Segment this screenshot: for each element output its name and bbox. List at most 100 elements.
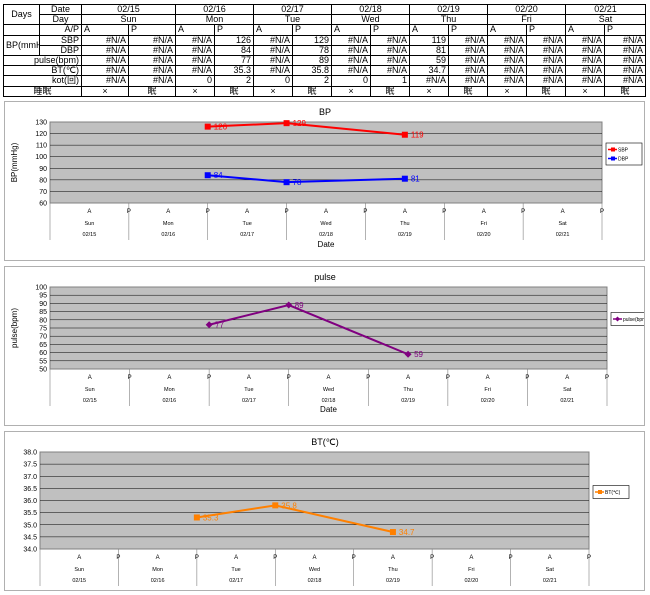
date-cell: 02/21 [565,3,646,16]
x-tick-pm: P [363,209,367,215]
data-point [283,120,290,127]
x-tick-am: A [166,209,170,215]
x-tick-day: Sun [85,221,95,227]
y-tick-label: 36.5 [23,486,37,493]
sleep-cell: × [253,85,293,97]
x-tick-date: 02/16 [162,398,176,404]
x-tick-am: A [391,555,395,561]
x-tick-day: Sun [74,567,84,573]
sleep-cell: × [409,85,449,97]
pulse-cell: #N/A [253,54,293,67]
am-cell: A [487,24,527,36]
x-tick-am: A [245,209,249,215]
y-tick-label: 60 [39,201,47,208]
x-tick-day: Thu [388,567,397,573]
x-tick-date: 02/19 [401,398,415,404]
dbp-cell: #N/A [448,44,488,56]
day-cell: Thu [409,14,488,26]
data-label: 59 [414,350,423,359]
x-tick-am: A [548,555,552,561]
x-tick-am: A [469,555,473,561]
day-cell: Wed [331,14,410,26]
pulse-cell: #N/A [81,54,129,67]
y-tick-label: 130 [35,120,47,127]
x-tick-date: 02/18 [322,398,336,404]
x-tick-pm: P [430,555,434,561]
bt-cell: 35.8 [292,65,332,77]
kot-cell: 2 [214,75,254,87]
sleep-cell: × [81,85,129,97]
sleep-cell: × [175,85,215,97]
y-tick-label: 75 [39,326,47,333]
sbp-cell: #N/A [526,34,566,46]
x-tick-am: A [324,209,328,215]
x-tick-date: 02/21 [560,398,574,404]
sbp-cell: #N/A [604,34,646,46]
x-tick-date: 02/18 [319,232,333,238]
date-row-label: Date [39,3,82,16]
bt-cell: #N/A [370,65,410,77]
x-tick-pm: P [600,209,604,215]
data-label: 126 [214,123,228,132]
bt-cell: #N/A [81,65,129,77]
kot-cell: 0 [253,75,293,87]
y-tick-label: 85 [39,309,47,316]
day-cell: Fri [487,14,566,26]
x-tick-day: Sat [546,567,555,573]
x-tick-date: 02/21 [556,232,570,238]
bt-cell: #N/A [565,65,605,77]
am-cell: A [81,24,129,36]
kot-cell: 1 [370,75,410,87]
pulse-cell: #N/A [604,54,646,67]
x-tick-day: Sat [563,387,572,393]
x-tick-date: 02/15 [72,578,86,584]
sbp-cell: 129 [292,34,332,46]
x-tick-date: 02/17 [229,578,243,584]
data-label: 119 [411,131,424,140]
y-tick-label: 120 [35,131,47,138]
dbp-cell: #N/A [604,44,646,56]
dbp-cell: #N/A [331,44,371,56]
pulse-cell: #N/A [487,54,527,67]
x-tick-pm: P [509,555,513,561]
bt-chart-panel: BT(℃) 34.0 34.5 35.0 35.5 36.0 36.5 37.0 37.5 38.… [4,431,645,591]
x-tick-day: Fri [484,387,490,393]
x-tick-day: Wed [309,567,320,573]
y-tick-label: 90 [39,166,47,173]
x-tick-am: A [565,375,569,381]
data-point [272,502,279,509]
day-cell: Tue [253,14,332,26]
dbp-cell: #N/A [370,44,410,56]
data-label: 89 [295,301,304,310]
sbp-cell: #N/A [331,34,371,46]
data-point [401,131,408,138]
y-tick-label: 65 [39,342,47,349]
x-tick-pm: P [525,375,529,381]
pulse-cell: #N/A [448,54,488,67]
kot-cell: #N/A [604,75,646,87]
legend-label: BT(℃) [605,490,621,496]
y-tick-label: 60 [39,350,47,357]
dbp-cell: #N/A [81,44,129,56]
y-tick-label: 80 [39,177,47,184]
ap-row-label: A/P [39,24,82,36]
x-tick-date: 02/16 [151,578,165,584]
x-tick-pm: P [352,555,356,561]
dbp-cell: #N/A [487,44,527,56]
legend-box [592,485,630,499]
date-cell: 02/18 [331,3,410,16]
days-header: Days [3,3,40,26]
data-label: 34.7 [399,528,415,537]
sbp-cell: #N/A [81,34,129,46]
bt-cell: #N/A [175,65,215,77]
day-row-label: Day [39,14,82,26]
x-tick-am: A [88,375,92,381]
x-tick-am: A [482,209,486,215]
x-tick-day: Thu [403,387,412,393]
x-tick-am: A [87,209,91,215]
pulse-cell: #N/A [175,54,215,67]
chart-title: pulse [314,272,336,282]
y-tick-label: 37.5 [23,462,37,469]
y-tick-label: 35.0 [23,522,37,529]
x-tick-pm: P [366,375,370,381]
